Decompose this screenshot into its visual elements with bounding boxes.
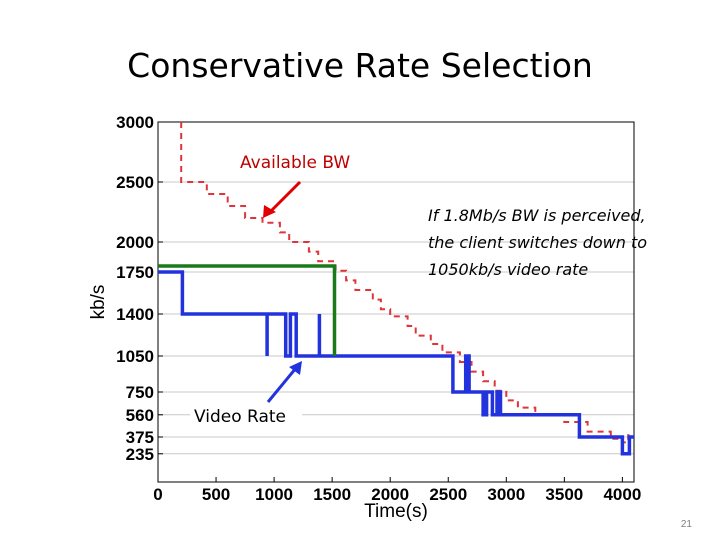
- y-tick-label: 750: [126, 383, 154, 402]
- y-tick-label: 560: [126, 406, 154, 425]
- y-tick-label: 235: [126, 445, 154, 464]
- x-tick-label: 500: [202, 485, 230, 504]
- y-tick-label: 2500: [116, 173, 154, 192]
- x-tick-label: 3000: [487, 485, 525, 504]
- series-available-bw: [180, 122, 634, 444]
- y-tick-label: 1400: [116, 305, 154, 324]
- x-tick-label: 3500: [545, 485, 583, 504]
- annotation-note-line-2: the client switches down to: [428, 233, 647, 252]
- series-lines: [158, 122, 634, 456]
- available-bw-arrow: [263, 180, 302, 218]
- y-tick-label: 3000: [116, 113, 154, 132]
- series-perceived-bw: [158, 264, 337, 356]
- x-tick-label: 2000: [371, 485, 409, 504]
- available-bw-annotation: Available BW: [240, 153, 350, 173]
- x-tick-label: 1000: [255, 485, 293, 504]
- x-tick-labels: 0 500 1000 1500 2000 2500 3000 3500 4000: [153, 477, 641, 504]
- y-axis-label: kb/s: [88, 285, 109, 320]
- y-tick-label: 1750: [116, 263, 154, 282]
- video-rate-label-bg: [190, 402, 302, 428]
- slide-title: Conservative Rate Selection: [127, 46, 593, 85]
- video-rate-arrow: [266, 361, 302, 403]
- y-tick-label: 375: [126, 428, 154, 447]
- annotation-note-line-1: If 1.8Mb/s BW is perceived,: [428, 206, 646, 225]
- x-tick-label: 0: [153, 485, 162, 504]
- page-number: 21: [680, 519, 692, 530]
- series-video-rate: [158, 270, 634, 456]
- x-tick-label: 4000: [603, 485, 641, 504]
- video-rate-annotation: Video Rate: [194, 407, 286, 427]
- x-axis-label: Time(s): [364, 501, 428, 522]
- y-tick-label: 1050: [116, 347, 154, 366]
- x-tick-label: 2500: [429, 485, 467, 504]
- y-tick-label: 2000: [116, 233, 154, 252]
- annotation-note-line-3: 1050kb/s video rate: [428, 260, 588, 279]
- x-tick-label: 1500: [313, 485, 351, 504]
- plot-frame: [157, 121, 635, 483]
